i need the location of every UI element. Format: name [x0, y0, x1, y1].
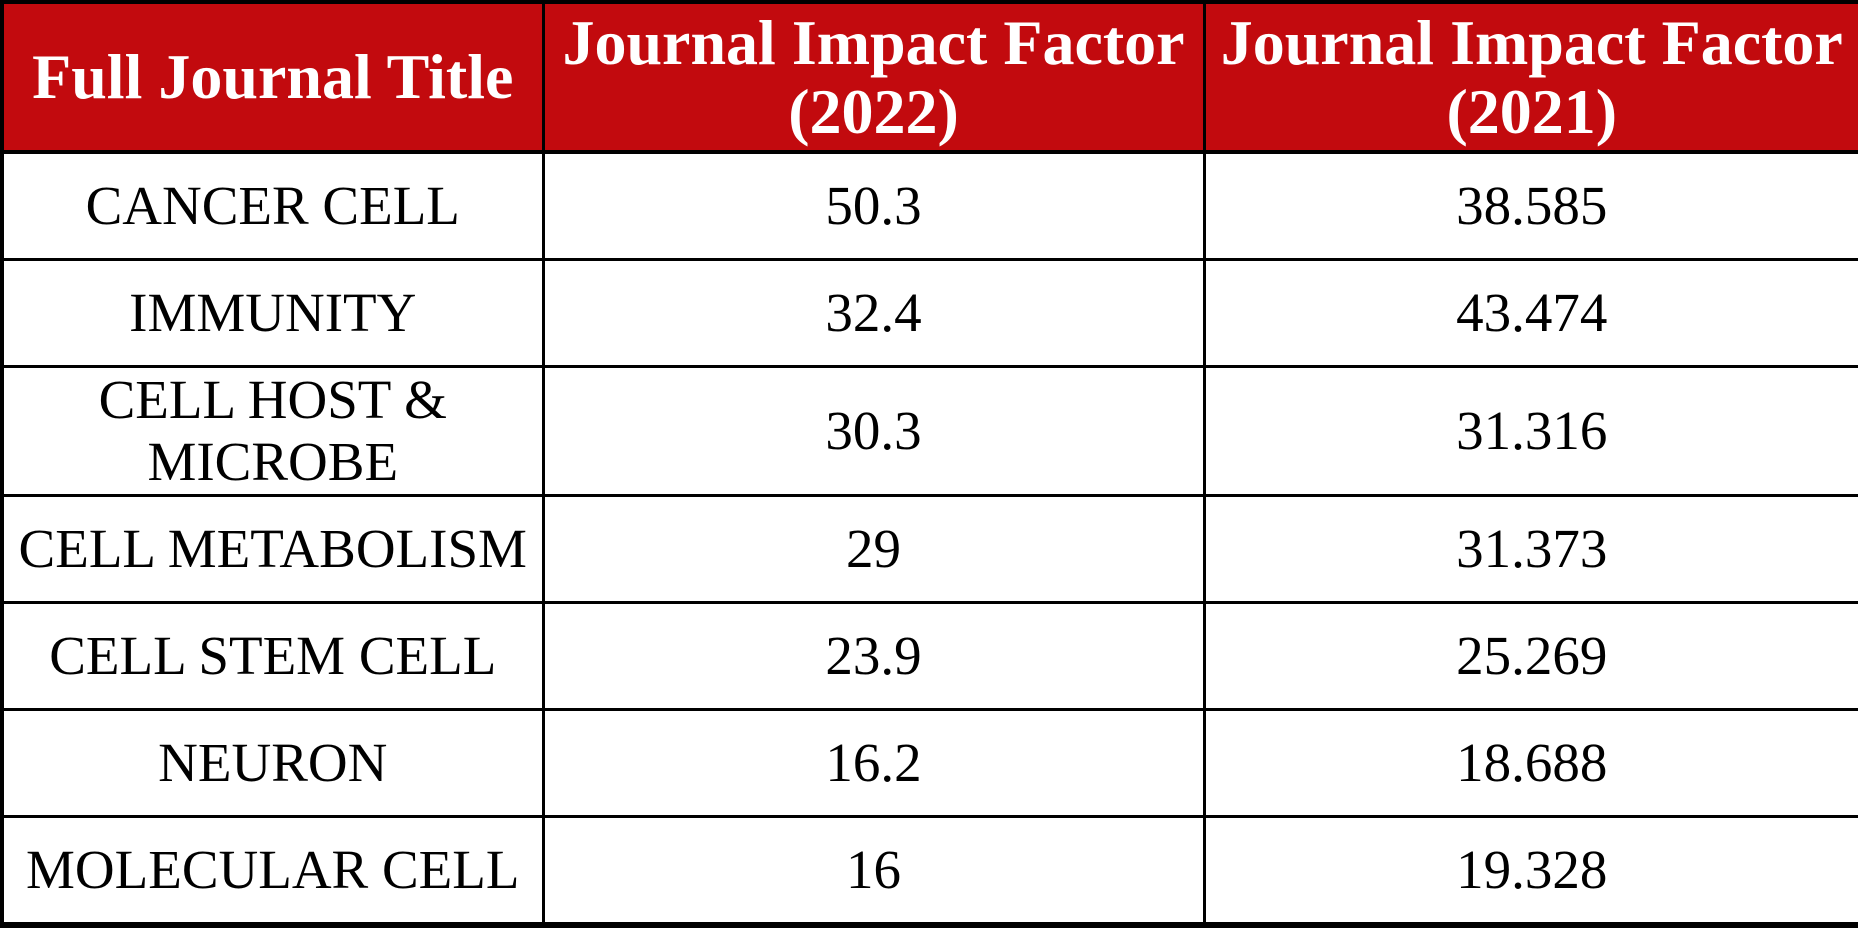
- column-header-jif-2022: Journal Impact Factor (2022): [541, 0, 1206, 154]
- jif-2022-cell: 50.3: [541, 150, 1206, 261]
- jif-2022-cell: 16: [541, 815, 1206, 927]
- jif-2021-cell: 18.688: [1202, 708, 1858, 818]
- journal-impact-factor-table: Full Journal Title Journal Impact Factor…: [0, 0, 1858, 928]
- jif-2021-cell: 19.328: [1202, 815, 1858, 927]
- jif-2022-cell: 16.2: [541, 708, 1206, 818]
- journal-title-cell: MOLECULAR CELL: [0, 815, 545, 927]
- table-row: NEURON 16.2 18.688: [0, 708, 1858, 818]
- table-header: Full Journal Title Journal Impact Factor…: [0, 0, 1858, 154]
- column-header-jif-2021: Journal Impact Factor (2021): [1202, 0, 1858, 154]
- journal-title-cell: CELL METABOLISM: [0, 494, 545, 604]
- table-row: CELL STEM CELL 23.9 25.269: [0, 601, 1858, 711]
- table-row: CELL METABOLISM 29 31.373: [0, 494, 1858, 604]
- journal-title-cell: CELL HOST & MICROBE: [0, 365, 545, 497]
- header-label: Full Journal Title: [32, 41, 514, 113]
- column-header-journal-title: Full Journal Title: [0, 0, 545, 154]
- journal-title-cell: IMMUNITY: [0, 258, 545, 368]
- jif-2022-cell: 29: [541, 494, 1206, 604]
- jif-2021-cell: 38.585: [1202, 150, 1858, 261]
- jif-2022-cell: 23.9: [541, 601, 1206, 711]
- jif-2021-cell: 25.269: [1202, 601, 1858, 711]
- journal-title-cell: NEURON: [0, 708, 545, 818]
- jif-2021-cell: 31.373: [1202, 494, 1858, 604]
- table-row: MOLECULAR CELL 16 19.328: [0, 815, 1858, 927]
- journal-title-cell: CANCER CELL: [0, 150, 545, 261]
- jif-2022-cell: 32.4: [541, 258, 1206, 368]
- header-sublabel: (2021): [1446, 76, 1618, 147]
- table-row: CELL HOST & MICROBE 30.3 31.316: [0, 365, 1858, 497]
- header-row: Full Journal Title Journal Impact Factor…: [0, 0, 1858, 154]
- header-label: Journal Impact Factor: [562, 6, 1185, 78]
- header-label: Journal Impact Factor: [1220, 6, 1843, 78]
- jif-2021-cell: 43.474: [1202, 258, 1858, 368]
- table-row: IMMUNITY 32.4 43.474: [0, 258, 1858, 368]
- jif-2022-cell: 30.3: [541, 365, 1206, 497]
- table-row: CANCER CELL 50.3 38.585: [0, 150, 1858, 261]
- header-sublabel: (2022): [788, 76, 959, 147]
- jif-2021-cell: 31.316: [1202, 365, 1858, 497]
- journal-title-cell: CELL STEM CELL: [0, 601, 545, 711]
- table-body: CANCER CELL 50.3 38.585 IMMUNITY 32.4 43…: [0, 150, 1858, 927]
